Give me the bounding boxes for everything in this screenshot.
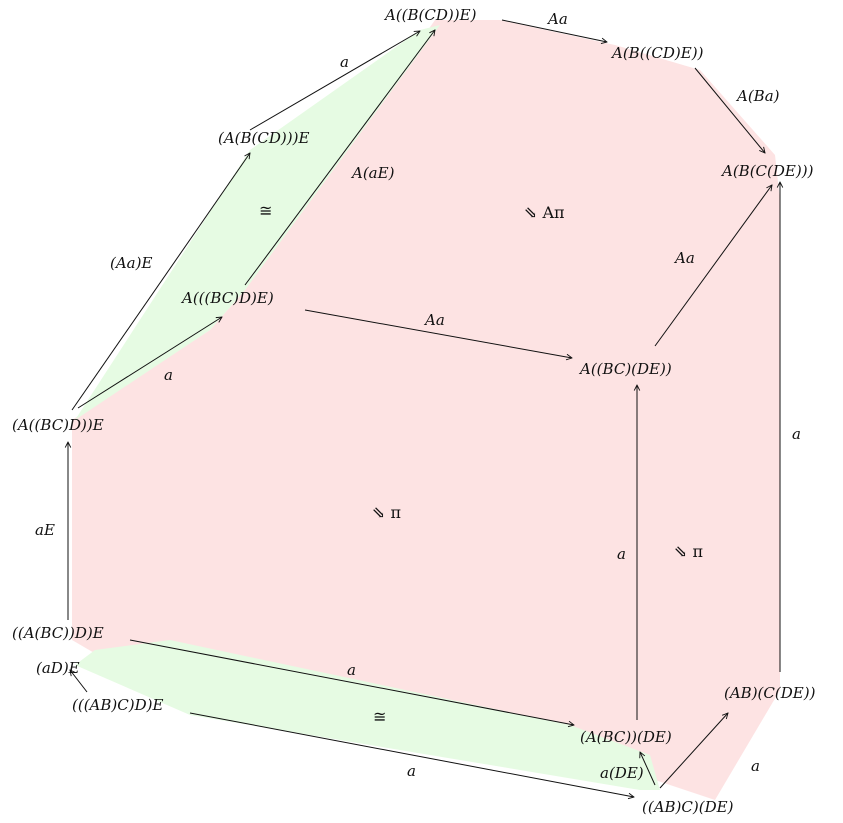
- cell-iso-left: ≅: [259, 201, 272, 220]
- edge-ade: [70, 670, 88, 693]
- node-6: A((BC)(DE)): [578, 360, 672, 378]
- node-7: (A((BC)D))E: [12, 416, 104, 434]
- edge-a-br: [659, 713, 728, 789]
- node-8: ((A(BC))D)E: [12, 624, 104, 642]
- edge-aba: [694, 67, 765, 153]
- cell-right: ⇘ π: [674, 542, 703, 561]
- node-1: A((B(CD))E): [383, 6, 477, 24]
- edge-a-de: [640, 752, 656, 786]
- edge-label-aa-top: Aa: [546, 10, 568, 28]
- edge-label-a-ae: A(aE): [350, 164, 395, 182]
- edge-label-aae: (Aa)E: [110, 254, 152, 272]
- node-3: A(B(C(DE))): [720, 162, 814, 180]
- edge-label-a-left: a: [340, 53, 349, 71]
- edge-label-aba: A(Ba): [735, 87, 780, 105]
- edge-label-a-bottom1: a: [347, 661, 356, 679]
- edge-label-a-de: a(DE): [600, 764, 644, 782]
- node-10: (A(BC))(DE): [580, 728, 672, 746]
- edge-label-a-low: a: [164, 366, 173, 384]
- edge-aae: [71, 153, 250, 411]
- pink-face: [72, 20, 780, 800]
- node-12: ((AB)C)(DE): [642, 798, 734, 816]
- edge-label-aa-mid: Aa: [423, 311, 445, 329]
- node-11: (AB)(C(DE)): [724, 684, 816, 702]
- edge-a-bottom1: [129, 639, 574, 725]
- edge-aa-right: [654, 185, 772, 347]
- cell-top: ⇘ Aπ: [524, 203, 565, 222]
- cell-mid: ⇘ π: [372, 503, 401, 522]
- edge-label-ae: aE: [35, 521, 55, 539]
- cell-iso-bottom: ≅: [373, 707, 386, 726]
- node-2: A(B((CD)E)): [610, 44, 704, 62]
- edge-label-a-br: a: [751, 757, 760, 775]
- edge-label-a-bottom2: a: [407, 762, 416, 780]
- green-face-bottom: [75, 640, 660, 790]
- node-9: (((AB)C)D)E: [72, 696, 163, 714]
- edge-a-low: [77, 317, 222, 409]
- edge-label-aa-right: Aa: [673, 249, 695, 267]
- node-5: A(((BC)D)E): [180, 289, 274, 307]
- edge-a-bottom2: [189, 712, 634, 797]
- edge-label-a-vert: a: [617, 545, 626, 563]
- edge-aa-top: [501, 19, 607, 42]
- green-face-left: [75, 25, 440, 420]
- edge-aa-mid: [304, 309, 572, 358]
- edge-label-a-right: a: [792, 425, 801, 443]
- edge-a-ae: [244, 30, 435, 286]
- edge-label-ade: (aD)E: [36, 659, 80, 677]
- node-4: (A(B(CD)))E: [218, 129, 309, 147]
- edge-a-left: [249, 31, 420, 131]
